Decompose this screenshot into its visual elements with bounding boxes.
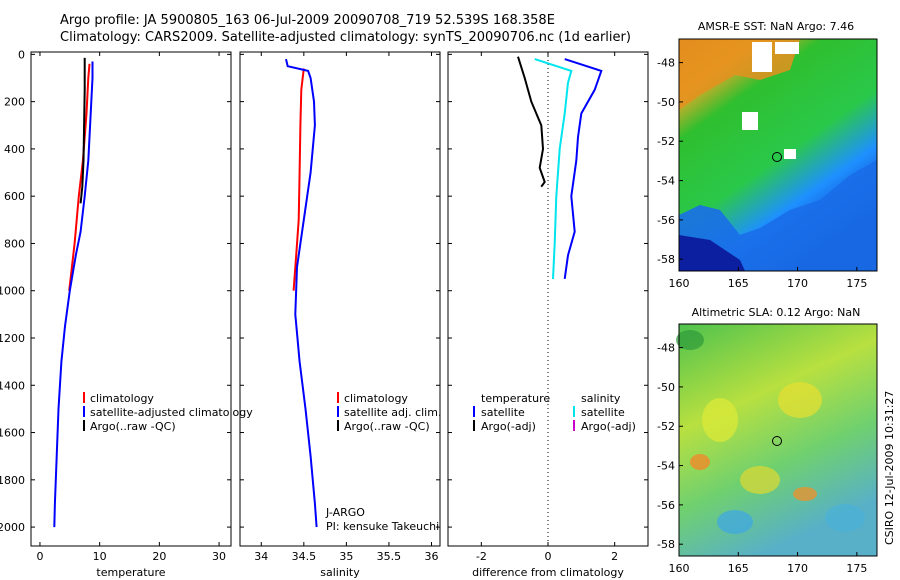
sst-missing-data <box>784 149 796 159</box>
series-line <box>285 58 318 528</box>
map-lon-tick-label: 165 <box>728 277 749 290</box>
salinity-annotation-program: J-ARGO <box>325 506 365 519</box>
depth-tick-label: 1600 <box>0 427 25 440</box>
legend-label-climatology: climatology <box>90 392 154 405</box>
x-tick-label: 0 <box>545 550 552 563</box>
sla-map-frame <box>678 323 878 557</box>
x-tick-label: 35 <box>339 550 353 563</box>
difference-xlabel: difference from climatology <box>472 566 624 579</box>
depth-tick-label: 1200 <box>0 332 25 345</box>
x-tick-label: 34 <box>254 550 268 563</box>
x-tick-label: 34.5 <box>292 550 317 563</box>
sst-map-title: AMSR-E SST: NaN Argo: 7.46 <box>698 20 854 33</box>
sla-high-patch <box>702 398 738 442</box>
sla-map-title: Altimetric SLA: 0.12 Argo: NaN <box>692 306 861 319</box>
depth-tick-label: 800 <box>4 237 25 250</box>
x-tick-label: -2 <box>476 550 487 563</box>
salinity-axes <box>239 51 441 547</box>
map-lon-tick-label: 160 <box>669 562 690 575</box>
sst-cold-patch <box>679 160 877 271</box>
depth-tick-label: 1000 <box>0 285 25 298</box>
map-lat-tick-label: -54 <box>657 460 675 473</box>
sla-high-patch <box>740 466 780 494</box>
sst-deep-cold-patch <box>679 235 745 271</box>
series-line <box>534 58 573 279</box>
depth-tick-label: 2000 <box>0 521 25 534</box>
salinity-annotation-pi: PI: kensuke Takeuchi <box>326 520 439 533</box>
series-line <box>53 61 94 528</box>
x-tick-label: 0 <box>36 550 43 563</box>
depth-tick-label: 200 <box>4 96 25 109</box>
map-lat-tick-label: -58 <box>657 253 675 266</box>
salinity-legend: climatology satellite adj. clim. Argo(..… <box>337 392 441 433</box>
argo-position-marker <box>772 152 782 162</box>
csiro-timestamp: CSIRO 12-Jul-2009 10:31:27 <box>883 391 896 545</box>
sla-low-patch <box>825 504 865 532</box>
sla-high-patch <box>778 382 822 418</box>
map-lat-tick-label: -58 <box>657 538 675 551</box>
legend-label-satellite: satellite-adjusted climatology <box>90 406 253 419</box>
depth-tick-label: 600 <box>4 190 25 203</box>
map-lon-tick-label: 160 <box>669 277 690 290</box>
difference-legend: temperature salinity satellite Argo(-adj… <box>473 392 636 433</box>
map-lat-tick-label: -56 <box>657 499 675 512</box>
legend-label-satellite: satellite adj. clim. <box>344 406 441 419</box>
x-tick-label: 30 <box>212 550 226 563</box>
sla-very-high-patch <box>793 487 817 501</box>
series-line <box>79 57 86 204</box>
argo-position-marker <box>772 436 782 446</box>
map-lat-tick-label: -48 <box>657 57 675 70</box>
map-lon-tick-label: 170 <box>787 562 808 575</box>
sst-missing-data <box>742 112 758 130</box>
map-lat-tick-label: -56 <box>657 214 675 227</box>
series-line <box>563 58 603 280</box>
legend-label-climatology: climatology <box>344 392 408 405</box>
sst-map <box>678 38 878 272</box>
sla-low-patch <box>676 330 704 350</box>
temperature-legend: climatology satellite-adjusted climatolo… <box>83 392 253 433</box>
x-tick-label: 36 <box>424 550 438 563</box>
legend-header-temperature: temperature <box>481 392 550 405</box>
sst-missing-data <box>775 42 799 54</box>
legend-label-argo: Argo(..raw -QC) <box>344 420 430 433</box>
plot-title-line-2: Climatology: CARS2009. Satellite-adjuste… <box>60 30 631 45</box>
map-lat-tick-label: -48 <box>657 342 675 355</box>
sst-missing-data <box>752 42 772 72</box>
legend-label-temp-satellite: satellite <box>481 406 525 419</box>
x-tick-label: 20 <box>152 550 166 563</box>
sla-very-high-patch <box>690 454 710 470</box>
depth-tick-label: 1400 <box>0 379 25 392</box>
map-lon-tick-label: 165 <box>728 562 749 575</box>
sla-low-patch <box>717 510 753 534</box>
temperature-axes <box>30 51 232 547</box>
x-tick-label: 10 <box>93 550 107 563</box>
depth-tick-label: 1800 <box>0 474 25 487</box>
salinity-xlabel: salinity <box>320 566 360 579</box>
series-line <box>292 68 305 291</box>
legend-label-sal-satellite: satellite <box>581 406 625 419</box>
sst-map-frame <box>678 38 878 272</box>
map-lat-tick-label: -54 <box>657 175 675 188</box>
sla-map <box>676 323 878 557</box>
map-lat-tick-label: -50 <box>657 381 675 394</box>
temperature-xlabel: temperature <box>96 566 165 579</box>
map-lon-tick-label: 175 <box>846 562 867 575</box>
series-line <box>517 56 546 188</box>
depth-tick-label: 400 <box>4 143 25 156</box>
difference-axes <box>447 51 649 547</box>
legend-label-sal-argo: Argo(-adj) <box>581 420 636 433</box>
legend-header-salinity: salinity <box>581 392 621 405</box>
map-lat-tick-label: -52 <box>657 420 675 433</box>
x-tick-label: 35.5 <box>377 550 402 563</box>
map-lat-tick-label: -52 <box>657 135 675 148</box>
legend-label-temp-argo: Argo(-adj) <box>481 420 536 433</box>
plot-title-line-1: Argo profile: JA 5900805_163 06-Jul-2009… <box>60 13 555 28</box>
depth-tick-label: 0 <box>18 48 25 61</box>
map-lat-tick-label: -50 <box>657 96 675 109</box>
x-tick-label: 2 <box>611 550 618 563</box>
legend-label-argo: Argo(..raw -QC) <box>90 420 176 433</box>
map-lon-tick-label: 170 <box>787 277 808 290</box>
map-lon-tick-label: 175 <box>846 277 867 290</box>
